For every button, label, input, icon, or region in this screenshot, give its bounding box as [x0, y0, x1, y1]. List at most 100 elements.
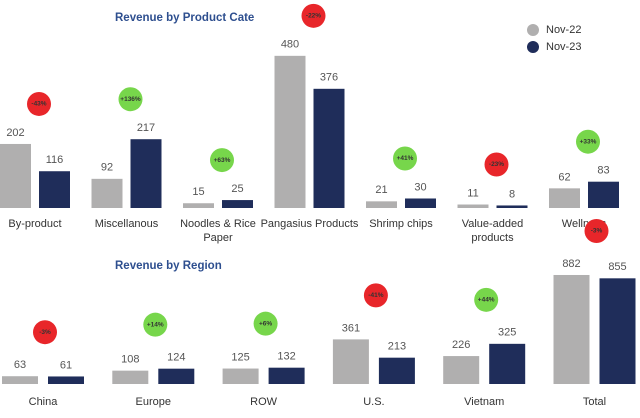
bar [332, 339, 369, 384]
change-label: -22% [306, 13, 321, 20]
bar [489, 343, 526, 384]
change-badge [118, 87, 143, 112]
category-label: Vietnam [464, 396, 504, 408]
category-label: Value-added [462, 218, 524, 230]
category-label: China [29, 396, 59, 408]
category-label: ROW [250, 396, 278, 408]
change-label: -3% [591, 228, 603, 235]
value-label: 376 [320, 72, 338, 84]
change-label: +14% [147, 321, 164, 328]
bar [588, 181, 619, 208]
category-label: U.S. [363, 396, 384, 408]
value-label: 116 [46, 154, 64, 166]
change-badge [363, 283, 388, 308]
bar [378, 357, 415, 384]
category-label: Europe [136, 396, 171, 408]
legend-swatch [527, 24, 539, 36]
value-label: 25 [231, 183, 243, 195]
change-label: +33% [580, 138, 597, 145]
category-label: Total [583, 396, 606, 408]
change-badge [484, 152, 509, 177]
bar [549, 188, 580, 208]
change-label: +41% [397, 155, 414, 162]
bar [553, 274, 590, 384]
change-badge [474, 287, 499, 312]
change-label: +44% [478, 297, 495, 304]
bar [313, 88, 345, 208]
category-label: Miscellanous [95, 218, 159, 230]
change-label: +63% [214, 157, 231, 164]
bar [158, 368, 195, 384]
chart-title: Revenue by Product Cate [115, 12, 254, 24]
value-label: 855 [608, 261, 626, 273]
value-label: 11 [467, 187, 478, 199]
value-label: 92 [101, 162, 113, 174]
change-badge [584, 218, 609, 243]
bar [274, 55, 306, 209]
chart-title: Revenue by Region [115, 260, 222, 272]
bar [222, 368, 259, 384]
change-badge [301, 3, 326, 28]
change-label: -23% [489, 161, 504, 168]
change-badge [143, 312, 168, 337]
change-label: -43% [31, 101, 46, 108]
bar [0, 143, 31, 208]
value-label: 63 [14, 359, 26, 371]
category-label: Noodles & Rice [180, 218, 256, 230]
bar [599, 278, 636, 384]
category-label: products [471, 232, 514, 244]
legend-label: Nov-23 [546, 41, 581, 53]
value-label: 30 [414, 181, 426, 193]
value-label: 480 [281, 39, 299, 51]
value-label: 21 [375, 184, 387, 196]
value-label: 83 [597, 165, 609, 177]
legend-swatch [527, 41, 539, 53]
category-label: By-product [8, 218, 61, 230]
category-label: Paper [203, 232, 233, 244]
value-label: 325 [498, 327, 516, 339]
value-label: 202 [6, 127, 24, 139]
value-label: 217 [137, 122, 155, 134]
value-label: 108 [121, 354, 139, 366]
category-label: Pangasius Products [261, 218, 359, 230]
value-label: 882 [562, 258, 580, 270]
change-badge [210, 148, 234, 173]
bar [405, 198, 436, 208]
bar [222, 200, 253, 208]
value-label: 62 [558, 171, 570, 183]
bar [48, 376, 84, 384]
value-label: 124 [167, 352, 185, 364]
bar [268, 367, 305, 384]
value-label: 132 [277, 351, 295, 363]
category-label: Shrimp chips [369, 218, 433, 230]
bar [130, 139, 162, 208]
legend-label: Nov-22 [546, 24, 581, 36]
value-label: 361 [342, 322, 360, 334]
bar [496, 205, 528, 208]
change-badge [393, 146, 417, 171]
bar [183, 203, 214, 208]
bar [366, 201, 397, 208]
bar [443, 356, 480, 384]
change-badge [576, 129, 600, 154]
change-badge [33, 320, 57, 345]
bar [2, 376, 38, 384]
change-label: +136% [120, 96, 141, 103]
value-label: 8 [509, 188, 515, 200]
value-label: 15 [192, 186, 204, 198]
bar [91, 178, 123, 208]
change-label: -41% [368, 292, 383, 299]
bar [39, 171, 70, 208]
value-label: 226 [452, 339, 470, 351]
change-badge [27, 91, 51, 116]
value-label: 125 [231, 351, 249, 363]
value-label: 61 [60, 359, 72, 371]
change-label: -3% [39, 329, 51, 336]
bar [112, 370, 149, 384]
bar [457, 204, 489, 208]
change-badge [253, 311, 278, 336]
change-label: +6% [259, 320, 272, 327]
value-label: 213 [388, 341, 406, 353]
